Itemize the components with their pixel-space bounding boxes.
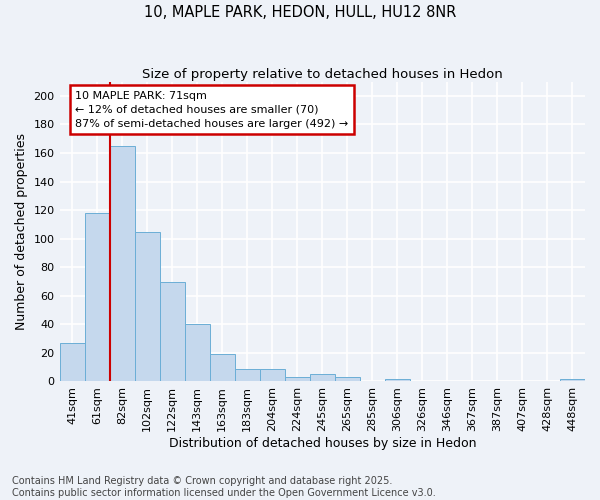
Bar (560, 378, 585, 382)
Bar (134, 232, 160, 382)
Text: Contains HM Land Registry data © Crown copyright and database right 2025.
Contai: Contains HM Land Registry data © Crown c… (12, 476, 436, 498)
Title: Size of property relative to detached houses in Hedon: Size of property relative to detached ho… (142, 68, 503, 80)
Y-axis label: Number of detached properties: Number of detached properties (15, 133, 28, 330)
Bar (260, 368, 285, 382)
Bar (59, 343, 85, 382)
Text: 10, MAPLE PARK, HEDON, HULL, HU12 8NR: 10, MAPLE PARK, HEDON, HULL, HU12 8NR (144, 5, 456, 20)
Bar (85, 213, 110, 382)
Bar (310, 374, 335, 382)
Text: 10 MAPLE PARK: 71sqm
← 12% of detached houses are smaller (70)
87% of semi-detac: 10 MAPLE PARK: 71sqm ← 12% of detached h… (76, 90, 349, 128)
X-axis label: Distribution of detached houses by size in Hedon: Distribution of detached houses by size … (169, 437, 476, 450)
Bar (185, 324, 209, 382)
Bar (209, 354, 235, 382)
Bar (235, 368, 260, 382)
Bar (335, 377, 360, 382)
Bar (110, 146, 134, 382)
Bar (285, 377, 310, 382)
Bar (385, 378, 410, 382)
Bar (160, 282, 185, 382)
